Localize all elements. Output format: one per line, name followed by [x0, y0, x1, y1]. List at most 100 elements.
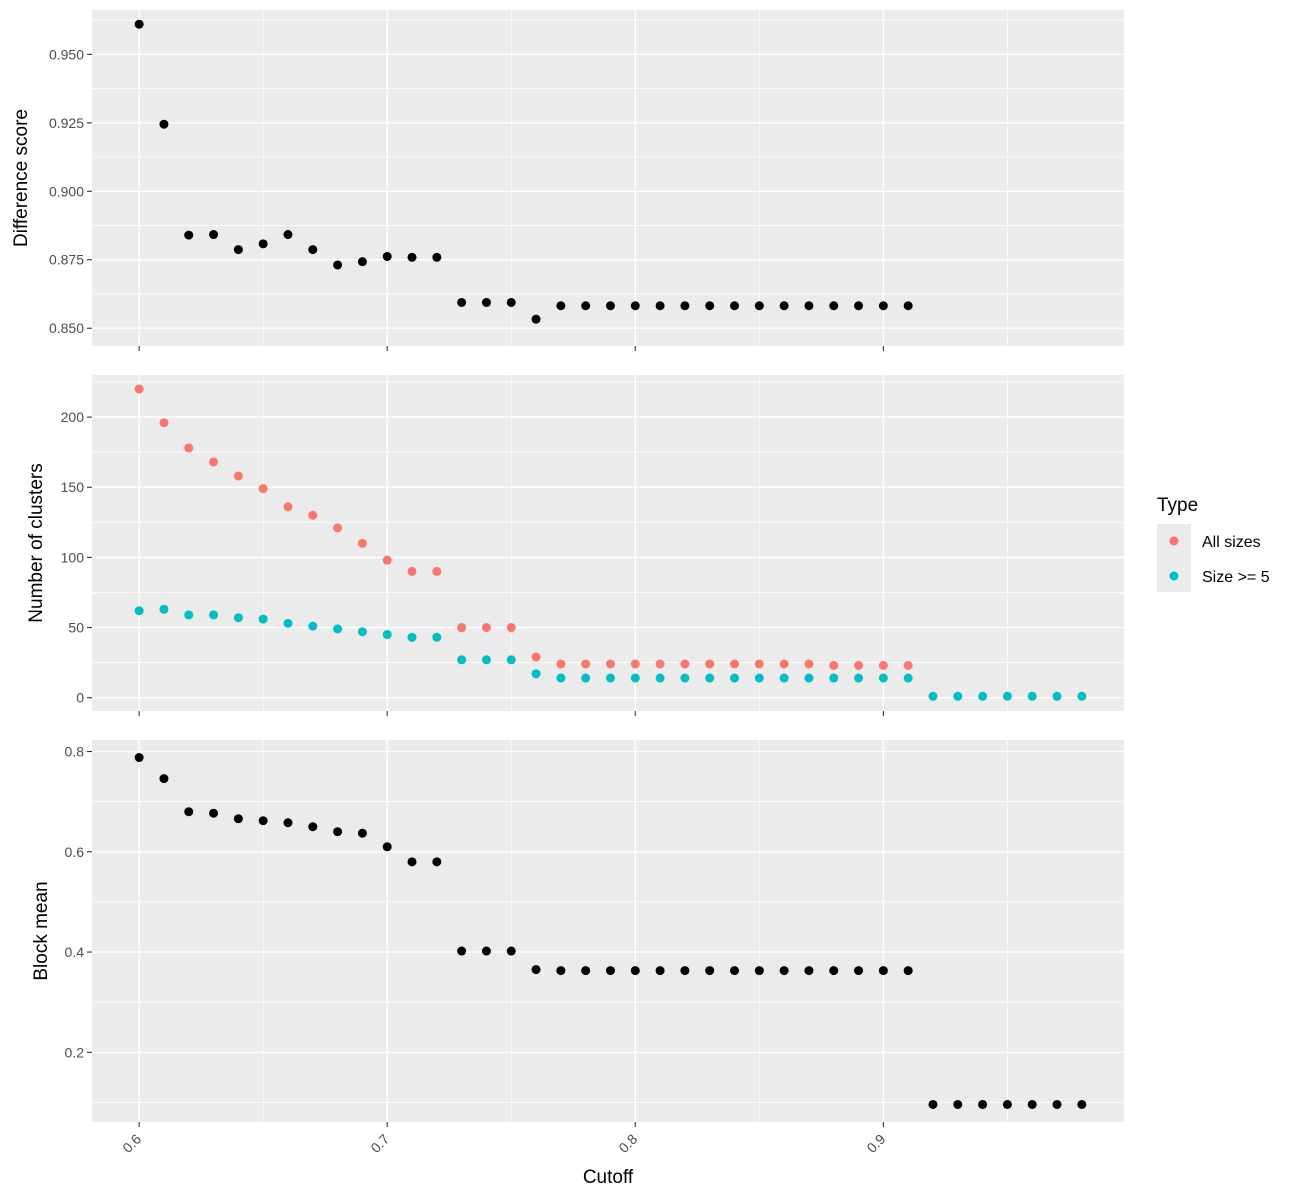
- y-tick-label: 50: [68, 620, 84, 636]
- data-point: [779, 966, 789, 976]
- point-all-sizes: [680, 659, 690, 669]
- point-size-5: [829, 673, 839, 683]
- data-point: [903, 966, 913, 976]
- point-size-5: [1052, 691, 1062, 701]
- data-point: [308, 245, 318, 255]
- point-size-5: [333, 624, 343, 634]
- data-point: [581, 966, 591, 976]
- point-all-sizes: [878, 660, 888, 670]
- data-point: [1077, 1099, 1087, 1109]
- point-size-5: [134, 606, 144, 616]
- data-point: [1027, 1099, 1037, 1109]
- data-point: [655, 301, 665, 311]
- data-point: [531, 314, 541, 324]
- data-point: [581, 301, 591, 311]
- point-all-sizes: [705, 659, 715, 669]
- x-tick-label: 0.9: [863, 1131, 888, 1156]
- data-point: [233, 814, 243, 824]
- data-point: [953, 1099, 963, 1109]
- data-point: [333, 827, 343, 837]
- data-point: [829, 301, 839, 311]
- point-all-sizes: [457, 623, 467, 633]
- data-point: [382, 842, 392, 852]
- point-all-sizes: [233, 471, 243, 481]
- y-axis-title: Block mean: [31, 881, 52, 980]
- y-tick-label: 0.2: [65, 1044, 85, 1060]
- point-size-5: [630, 673, 640, 683]
- data-point: [481, 946, 491, 956]
- point-all-sizes: [333, 523, 343, 533]
- data-point: [481, 297, 491, 307]
- point-size-5: [804, 673, 814, 683]
- point-all-sizes: [184, 443, 194, 453]
- data-point: [903, 301, 913, 311]
- point-size-5: [854, 673, 864, 683]
- data-point: [730, 966, 740, 976]
- point-size-5: [432, 632, 442, 642]
- data-point: [630, 966, 640, 976]
- point-size-5: [233, 613, 243, 623]
- y-tick-label: 100: [61, 549, 85, 565]
- x-tick-label: 0.6: [119, 1131, 144, 1156]
- data-point: [804, 301, 814, 311]
- y-tick-label: 0.6: [65, 844, 85, 860]
- point-size-5: [457, 655, 467, 665]
- point-size-5: [680, 673, 690, 683]
- point-size-5: [730, 673, 740, 683]
- data-point: [209, 808, 219, 818]
- data-point: [432, 252, 442, 262]
- data-point: [1052, 1099, 1062, 1109]
- point-size-5: [357, 627, 367, 637]
- data-point: [432, 857, 442, 867]
- data-point: [804, 966, 814, 976]
- data-point: [134, 753, 144, 763]
- point-all-sizes: [432, 566, 442, 576]
- data-point: [680, 301, 690, 311]
- data-point: [854, 966, 864, 976]
- data-point: [382, 251, 392, 261]
- data-point: [457, 946, 467, 956]
- point-size-5: [481, 655, 491, 665]
- data-point: [283, 818, 293, 828]
- point-size-5: [531, 669, 541, 679]
- data-point: [506, 297, 516, 307]
- point-size-5: [581, 673, 591, 683]
- panel-background: [92, 10, 1124, 346]
- point-all-sizes: [209, 457, 219, 467]
- point-size-5: [878, 673, 888, 683]
- legend-key-size-5: [1169, 571, 1179, 581]
- data-point: [333, 260, 343, 270]
- data-point: [209, 230, 219, 240]
- legend-label-size-5: Size >= 5: [1202, 569, 1270, 586]
- data-point: [630, 301, 640, 311]
- data-point: [754, 301, 764, 311]
- data-point: [605, 966, 615, 976]
- y-axis-title: Difference score: [11, 109, 32, 247]
- data-point: [705, 966, 715, 976]
- data-point: [878, 966, 888, 976]
- point-size-5: [159, 604, 169, 614]
- data-point: [184, 230, 194, 240]
- data-point: [978, 1099, 988, 1109]
- point-size-5: [184, 610, 194, 620]
- point-all-sizes: [605, 659, 615, 669]
- legend-title: Type: [1157, 495, 1198, 516]
- point-all-sizes: [655, 659, 665, 669]
- point-all-sizes: [134, 384, 144, 394]
- data-point: [407, 857, 417, 867]
- point-all-sizes: [481, 623, 491, 633]
- point-size-5: [308, 621, 318, 631]
- point-all-sizes: [308, 510, 318, 520]
- panel-difference-score: 0.850 0.875 0.900 0.925 0.950 Difference scor…: [11, 10, 1124, 351]
- x-axis-title: Cutoff: [583, 1167, 634, 1188]
- point-size-5: [605, 673, 615, 683]
- data-point: [754, 966, 764, 976]
- point-size-5: [978, 691, 988, 701]
- data-point: [159, 774, 169, 784]
- point-all-sizes: [730, 659, 740, 669]
- y-tick-label: 200: [61, 409, 85, 425]
- legend-label-all-sizes: All sizes: [1202, 534, 1261, 551]
- point-size-5: [506, 655, 516, 665]
- point-size-5: [258, 614, 268, 624]
